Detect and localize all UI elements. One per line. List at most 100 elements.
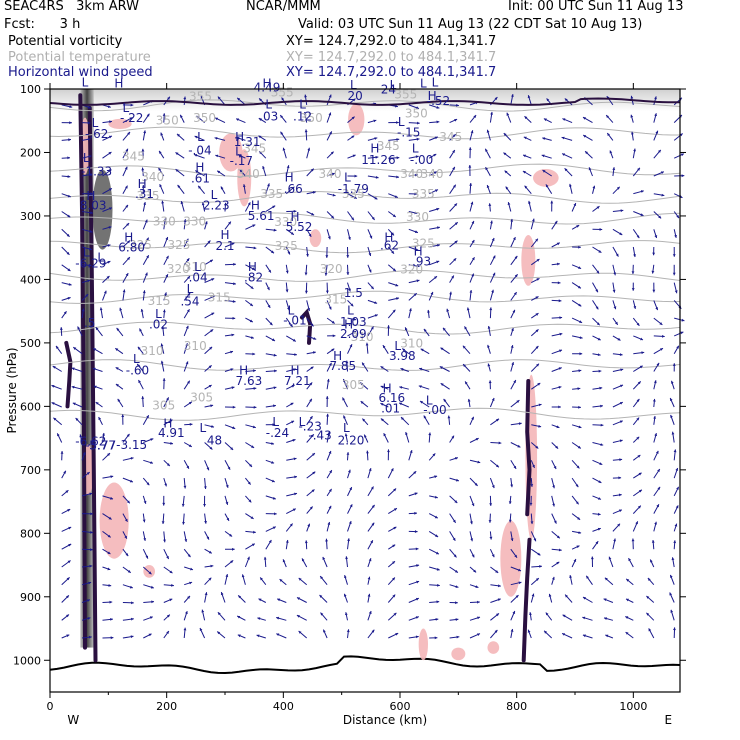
wind-arrowhead (207, 240, 211, 244)
wind-arrowhead (454, 222, 458, 226)
wind-arrowhead (201, 609, 205, 613)
wind-arrowhead (396, 175, 399, 179)
pv-negative-region (99, 482, 129, 559)
wind-arrowhead (582, 616, 586, 620)
wind-arrowhead (393, 488, 397, 492)
wind-arrowhead (230, 350, 233, 354)
wind-arrowhead (148, 633, 152, 637)
wind-arrowhead (87, 279, 91, 283)
wind-arrowhead (436, 567, 440, 571)
wind-arrowhead (573, 203, 577, 206)
wind-arrowhead (345, 360, 349, 364)
wind-arrowhead (185, 238, 189, 242)
wind-arrowhead (268, 540, 272, 543)
wind-arrowhead (585, 151, 588, 155)
wind-arrowhead (615, 253, 619, 257)
extremum-label: -.01 (283, 313, 306, 327)
wind-arrowhead (545, 184, 549, 188)
wind-arrowhead (67, 268, 71, 271)
wind-arrowhead (330, 151, 334, 155)
wind-arrowhead (131, 601, 134, 605)
wind-arrowhead (69, 121, 72, 125)
wind-arrowhead (507, 202, 511, 205)
wind-arrowhead (496, 464, 499, 468)
wind-arrowhead (165, 237, 169, 240)
wind-arrowhead (454, 240, 458, 244)
y-tick-label: 900 (20, 591, 41, 604)
wind-arrowhead (87, 138, 91, 141)
wind-arrowhead (90, 530, 93, 534)
wind-arrowhead (660, 171, 664, 174)
wind-arrowhead (471, 240, 475, 243)
wind-arrowhead (204, 592, 208, 596)
wind-arrowhead (391, 250, 394, 254)
extremum-label: L (299, 98, 306, 112)
wind-arrowhead (387, 325, 390, 328)
east-label: E (665, 713, 673, 727)
wind-arrowhead (680, 331, 684, 335)
extremum-label: .04 (189, 270, 208, 284)
wind-arrowhead (171, 583, 174, 587)
axes: 100 200 300 400 500 600 700 800 900 1000 0 200 400 60… (5, 83, 686, 727)
wind-arrowhead (107, 244, 111, 247)
wind-arrowhead (451, 435, 454, 439)
wind-arrowhead (351, 116, 355, 120)
wind-arrowhead (640, 213, 644, 216)
wind-arrowhead (194, 154, 198, 157)
extremum-label: H (114, 77, 123, 91)
wind-arrowhead (396, 138, 400, 141)
wind-arrowhead (535, 329, 539, 333)
wind-arrowhead (633, 306, 637, 309)
wind-arrowhead (188, 444, 192, 447)
wind-arrowhead (272, 338, 275, 341)
wind-arrowhead (368, 269, 372, 273)
wind-arrowhead (273, 386, 277, 390)
wind-arrowhead (325, 255, 329, 258)
wind-arrowhead (631, 538, 635, 542)
wind-arrowhead (209, 259, 213, 263)
wind-arrowhead (247, 202, 251, 206)
wind-arrowhead (514, 274, 518, 278)
wind-arrowhead (535, 313, 539, 316)
wind-arrowhead (312, 453, 315, 456)
wind-arrowhead (184, 539, 188, 542)
wind-arrowhead (419, 367, 423, 371)
wind-arrowhead (217, 631, 221, 635)
wind-arrowhead (463, 364, 466, 367)
wind-arrowhead (274, 369, 277, 373)
extremum-label: -.15 (397, 126, 420, 140)
wind-arrowhead (217, 612, 221, 616)
extremum-label: H (285, 171, 294, 185)
extremum-label: L (82, 75, 89, 89)
wind-arrowhead (127, 132, 130, 135)
wind-arrowhead (320, 576, 323, 580)
extremum-label: 1.5 (344, 286, 363, 300)
wind-arrowhead (185, 361, 189, 365)
wind-arrowhead (239, 169, 243, 173)
wind-arrowhead (71, 385, 75, 389)
wind-arrowhead (251, 445, 255, 448)
wind-arrowhead (537, 383, 541, 386)
wind-arrowhead (583, 117, 586, 120)
wind-arrowhead (596, 270, 600, 274)
wind-arrowhead (471, 503, 475, 507)
wind-arrowhead (60, 451, 64, 454)
wind-arrowhead (88, 155, 92, 158)
wind-arrowhead (453, 184, 456, 188)
x-axis-label: Distance (km) (343, 713, 427, 727)
extremum-label: 20 (347, 89, 362, 103)
wind-arrowhead (491, 485, 495, 489)
field-3-xy: XY= 124.7,292.0 to 484.1,341.7 (286, 65, 497, 80)
wind-arrowhead (596, 322, 600, 326)
wind-arrowhead (435, 534, 439, 537)
wind-arrowhead (619, 232, 623, 235)
wind-arrowhead (658, 215, 662, 219)
wind-arrowhead (492, 255, 496, 259)
wind-arrowhead (253, 387, 257, 390)
wind-arrowhead (556, 535, 560, 539)
theta-contour-355 (49, 99, 681, 112)
wind-arrowhead (600, 423, 604, 427)
extremum-label: .01 (381, 402, 400, 416)
wind-arrowhead (124, 518, 128, 522)
wind-arrowhead (247, 481, 251, 485)
